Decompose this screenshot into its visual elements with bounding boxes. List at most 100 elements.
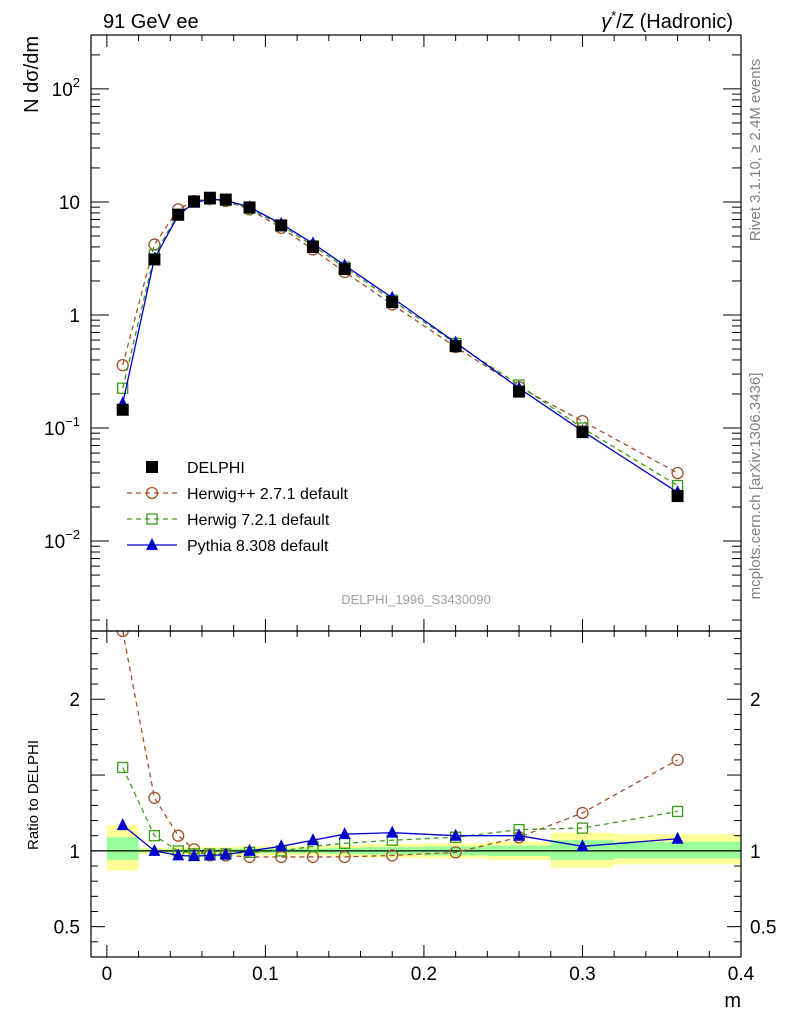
point-data [513, 385, 526, 398]
y-tick-label-ratio-right: 2 [750, 690, 761, 711]
y-tick-label-main: 10−2 [44, 527, 80, 553]
series-line-herwigpp [122, 198, 678, 474]
point-data [275, 219, 288, 232]
legend-label-pythia: Pythia 8.308 default [187, 538, 329, 555]
point-pythia [338, 827, 351, 840]
y-tick-label-main: 102 [52, 75, 80, 101]
point-data [576, 426, 589, 439]
series-line-herwig7 [122, 198, 678, 487]
legend-label-herwigpp: Herwig++ 2.7.1 default [187, 486, 349, 503]
header-right: γ*/Z (Hadronic) [601, 8, 733, 33]
header-left: 91 GeV ee [103, 11, 199, 33]
legend-label-herwig7: Herwig 7.2.1 default [187, 512, 330, 529]
y-tick-label-ratio: 2 [69, 690, 80, 711]
point-pythia [116, 818, 129, 831]
point-herwig7 [117, 382, 129, 394]
series-herwig7 [117, 193, 684, 492]
point-herwigpp [449, 846, 462, 859]
series-pythia [116, 818, 684, 862]
point-herwig7 [576, 822, 589, 834]
point-herwigpp [275, 850, 288, 864]
point-data [449, 340, 462, 353]
x-tick-label: 0.2 [411, 964, 437, 985]
point-herwigpp [671, 466, 684, 480]
x-tick-label: 0.4 [728, 964, 755, 985]
ratio-series-group [116, 631, 684, 864]
point-pythia [386, 825, 399, 838]
point-herwigpp [386, 849, 399, 862]
point-data [338, 263, 351, 276]
point-pythia [671, 831, 684, 844]
y-tick-label-main: 10 [59, 193, 80, 214]
watermark: DELPHI_1996_S3430090 [341, 592, 491, 607]
legend-entry-herwig7: Herwig 7.2.1 default [127, 512, 330, 529]
legend-entry-data: DELPHI [146, 460, 245, 477]
series-pythia [116, 192, 684, 498]
y-tick-label-ratio-right: 1 [750, 842, 761, 863]
point-data [243, 201, 256, 214]
point-pythia [219, 847, 232, 860]
point-herwig7 [117, 761, 129, 774]
band-inner [106, 837, 139, 860]
point-data [188, 195, 201, 208]
point-pythia [188, 849, 201, 862]
point-herwigpp [116, 631, 129, 638]
legend-marker-herwigpp [145, 486, 159, 500]
point-herwig7 [148, 830, 161, 842]
main-series-group [116, 191, 684, 503]
point-herwigpp [338, 850, 351, 864]
band-inner [614, 841, 741, 859]
point-pythia [243, 843, 256, 856]
point-pythia [449, 828, 462, 841]
point-data [306, 240, 319, 253]
point-data [386, 296, 399, 309]
point-pythia [513, 828, 526, 841]
point-pythia [275, 839, 288, 852]
y-axis-label-ratio: Ratio to DELPHI [25, 740, 42, 850]
ratio-uncertainty-bands [106, 825, 741, 871]
point-herwig7 [671, 805, 684, 818]
x-tick-label: 0.3 [569, 964, 595, 985]
point-data [203, 191, 216, 204]
legend-marker-pythia [146, 538, 158, 550]
point-data [219, 193, 232, 206]
point-data [172, 208, 185, 221]
point-pythia [203, 848, 216, 861]
legend-marker-data [146, 461, 158, 473]
series-line-pythia [122, 198, 678, 493]
series-herwigpp [116, 192, 684, 480]
series-data [116, 191, 684, 503]
rivet-label: Rivet 3.1.10, ≥ 2.4M events [747, 59, 764, 242]
mcplots-label: mcplots.cern.ch [arXiv:1306.3436] [747, 373, 764, 600]
x-tick-label: 0 [102, 964, 113, 985]
y-tick-label-ratio: 0.5 [54, 918, 80, 939]
point-data [148, 253, 161, 266]
y-tick-label-ratio-right: 0.5 [750, 918, 776, 939]
legend-entry-pythia: Pythia 8.308 default [127, 538, 329, 555]
point-herwigpp [172, 829, 185, 842]
y-tick-label-ratio: 1 [69, 842, 80, 863]
axes-group: 0 0.1 0.2 0.3 0.4 m 10−2 10−1 1 10 102 N dσ/dm 0.5 0.… [21, 34, 776, 1012]
point-pythia [306, 833, 319, 846]
legend: DELPHI Herwig++ 2.7.1 default Herwig 7.2.1… [127, 460, 349, 555]
series-herwigpp [116, 631, 684, 864]
y-axis-label-main: N dσ/dm [21, 36, 43, 113]
legend-label-data: DELPHI [187, 460, 245, 477]
point-herwigpp [116, 358, 129, 372]
x-axis-label: m [724, 990, 741, 1012]
point-pythia [576, 839, 589, 852]
point-herwigpp [148, 791, 161, 804]
point-herwigpp [671, 753, 684, 767]
legend-marker-herwig7 [146, 513, 158, 525]
y-tick-label-main: 10−1 [44, 414, 80, 440]
series-line-herwigpp [122, 631, 678, 858]
legend-entry-herwigpp: Herwig++ 2.7.1 default [127, 486, 349, 503]
point-pythia [172, 848, 185, 861]
y-tick-label-main: 1 [69, 306, 80, 327]
point-data [116, 403, 129, 416]
point-pythia [148, 843, 161, 856]
point-data [671, 490, 684, 503]
point-herwigpp [576, 806, 589, 820]
ratio-frame [90, 630, 742, 958]
